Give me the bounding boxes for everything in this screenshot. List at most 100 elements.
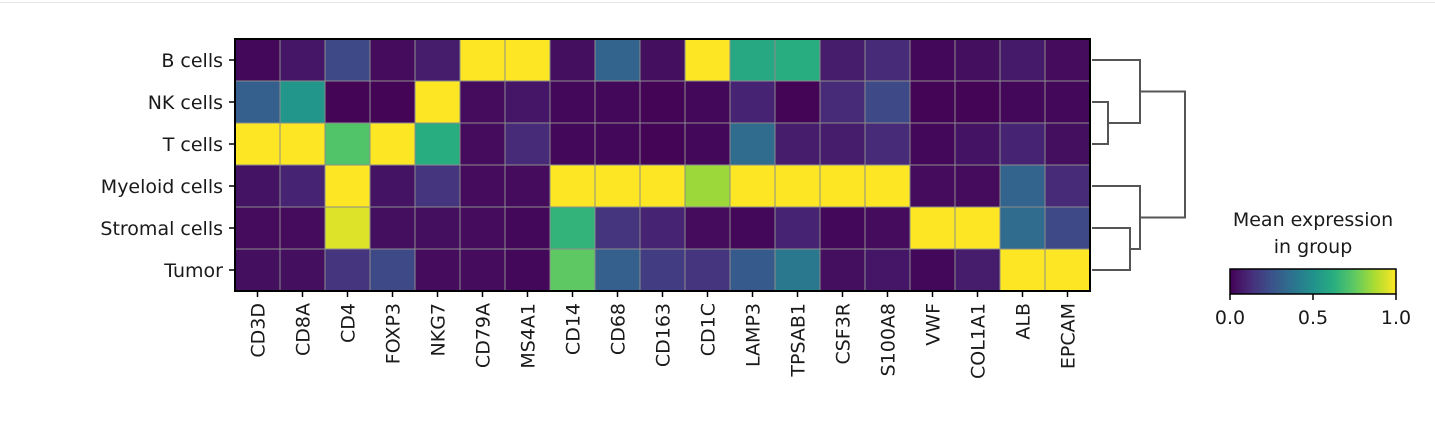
heatmap-cell <box>234 122 281 166</box>
heatmap-cell <box>729 164 776 208</box>
column-label: S100A8 <box>878 303 900 376</box>
column-label: TPSAB1 <box>788 303 810 378</box>
column-label: NKG7 <box>428 303 450 356</box>
heatmap-cell <box>909 164 956 208</box>
heatmap-cell <box>594 206 641 250</box>
heatmap-cell <box>369 248 416 292</box>
heatmap-cells <box>234 38 1091 292</box>
heatmap-cell <box>369 80 416 124</box>
heatmap-cell <box>819 122 866 166</box>
heatmap-cell <box>1044 38 1091 82</box>
heatmap-cell <box>639 248 686 292</box>
column-label: FOXP3 <box>383 303 405 364</box>
row-label: Stromal cells <box>100 218 223 240</box>
heatmap-frame <box>234 38 1091 292</box>
colorbar-gradient <box>1229 268 1397 295</box>
heatmap-cell <box>459 248 506 292</box>
heatmap-cell <box>414 164 461 208</box>
column-label: CD79A <box>473 303 495 368</box>
heatmap-cell <box>729 206 776 250</box>
heatmap-cell <box>819 206 866 250</box>
heatmap-cell <box>1044 80 1091 124</box>
heatmap-cell <box>954 164 1001 208</box>
heatmap-cell <box>504 164 551 208</box>
heatmap-cell <box>279 164 326 208</box>
heatmap-cell <box>909 248 956 292</box>
heatmap-cell <box>954 38 1001 82</box>
heatmap-cell <box>549 38 596 82</box>
heatmap-cell <box>954 248 1001 292</box>
heatmap-cell <box>234 248 281 292</box>
colorbar-tick-label: 0.0 <box>1215 307 1245 329</box>
heatmap-cell <box>324 122 371 166</box>
column-label: CD1C <box>698 303 720 356</box>
heatmap-cell <box>864 122 911 166</box>
heatmap-cell <box>549 164 596 208</box>
heatmap-cell <box>999 38 1046 82</box>
heatmap-cell <box>549 122 596 166</box>
heatmap-cell <box>684 122 731 166</box>
heatmap-cell <box>234 164 281 208</box>
heatmap-cell <box>819 248 866 292</box>
column-label: CD3D <box>248 303 270 358</box>
heatmap-cell <box>459 164 506 208</box>
heatmap-cell <box>999 80 1046 124</box>
heatmap-cell <box>954 80 1001 124</box>
heatmap-cell <box>324 80 371 124</box>
heatmap-cell <box>459 122 506 166</box>
row-label: NK cells <box>148 92 223 114</box>
heatmap-cell <box>819 80 866 124</box>
heatmap-cell <box>504 248 551 292</box>
column-label: VWF <box>923 303 945 346</box>
column-label: CD8A <box>293 303 315 356</box>
heatmap-cell <box>999 206 1046 250</box>
heatmap-cell <box>594 122 641 166</box>
heatmap-cell <box>774 38 821 82</box>
heatmap-cell <box>819 164 866 208</box>
heatmap-cell <box>639 80 686 124</box>
column-label: CD14 <box>563 303 585 355</box>
heatmap-cell <box>459 38 506 82</box>
heatmap-cell <box>594 80 641 124</box>
heatmap-cell <box>909 38 956 82</box>
heatmap-cell <box>324 206 371 250</box>
heatmap-cell <box>279 122 326 166</box>
heatmap-cell <box>774 164 821 208</box>
heatmap-cell <box>414 80 461 124</box>
column-label: CD163 <box>653 303 675 367</box>
heatmap-cell <box>684 248 731 292</box>
dendrogram-branch <box>1092 59 1141 124</box>
column-label: CSF3R <box>833 303 855 365</box>
colorbar-title-line2: in group <box>1274 236 1353 258</box>
heatmap-cell <box>729 248 776 292</box>
column-label: EPCAM <box>1058 303 1080 369</box>
heatmap-cell <box>774 248 821 292</box>
dendrogram-branch <box>1092 101 1109 145</box>
heatmap-cell <box>684 164 731 208</box>
heatmap-cell <box>864 206 911 250</box>
row-label: T cells <box>162 134 223 156</box>
column-label: MS4A1 <box>518 303 540 369</box>
heatmap-cell <box>234 38 281 82</box>
heatmap-cell <box>909 206 956 250</box>
heatmap-cell <box>639 122 686 166</box>
heatmap-cell <box>414 122 461 166</box>
heatmap-cell <box>504 38 551 82</box>
heatmap-cell <box>909 80 956 124</box>
colorbar: Mean expression in group 0.0 0.5 1.0 <box>1215 209 1411 329</box>
heatmap-cell <box>459 80 506 124</box>
heatmap-cell <box>684 206 731 250</box>
heatmap-cell <box>729 122 776 166</box>
top-divider <box>0 2 1435 3</box>
heatmap-cell <box>459 206 506 250</box>
column-label: ALB <box>1013 303 1035 340</box>
heatmap-cell <box>999 164 1046 208</box>
heatmap-cell <box>504 80 551 124</box>
heatmap-cell <box>684 38 731 82</box>
heatmap-cell <box>594 38 641 82</box>
heatmap-cell <box>324 248 371 292</box>
heatmap-cell <box>864 38 911 82</box>
column-label: CD68 <box>608 303 630 355</box>
heatmap-cell <box>729 38 776 82</box>
heatmap-cell <box>324 164 371 208</box>
